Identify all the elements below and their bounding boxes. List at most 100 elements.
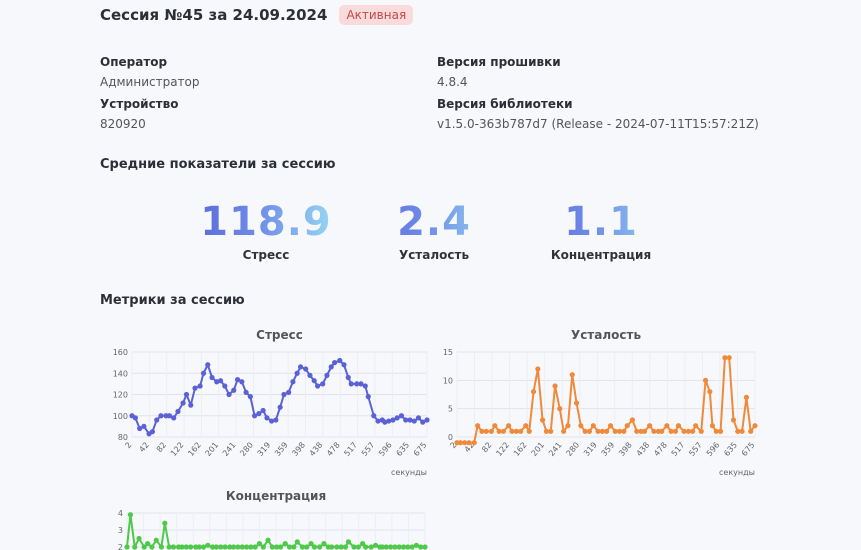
operator-label: Оператор — [100, 55, 168, 69]
data-point — [735, 428, 741, 434]
data-point — [282, 541, 288, 547]
device-info: Устройство 820920 — [100, 97, 178, 131]
data-point — [685, 428, 691, 434]
data-point — [722, 355, 728, 361]
data-point — [145, 541, 151, 547]
data-point — [590, 423, 596, 429]
data-point — [726, 355, 732, 361]
data-point — [248, 544, 254, 550]
data-point — [260, 544, 266, 550]
data-point — [569, 372, 575, 378]
data-point — [162, 520, 168, 526]
data-point — [166, 544, 172, 550]
data-point — [565, 423, 571, 429]
x-tick-label: 162 — [186, 441, 203, 458]
data-point — [294, 370, 300, 376]
x-tick-label: 438 — [635, 441, 652, 458]
data-point — [239, 544, 245, 550]
page-title: Сессия №45 за 24.09.2024 — [100, 6, 328, 24]
data-point — [180, 400, 186, 406]
data-point — [717, 428, 724, 434]
y-tick-label: 80 — [118, 433, 128, 442]
average-stress-value: 118.9 — [186, 198, 346, 246]
x-tick-label: 596 — [705, 441, 722, 458]
y-tick-label: 0 — [448, 433, 453, 442]
data-point — [277, 544, 284, 550]
data-point — [506, 423, 512, 429]
chart-title: Стресс — [256, 328, 303, 342]
y-tick-label: 100 — [113, 412, 128, 421]
data-point — [260, 407, 266, 414]
data-point — [386, 418, 392, 424]
y-tick-label: 10 — [443, 376, 453, 385]
x-axis-label: секунды — [391, 468, 427, 477]
data-point — [595, 428, 601, 434]
x-tick-label: 201 — [204, 441, 221, 458]
average-fatigue: 2.4 Усталость — [354, 198, 514, 262]
data-point — [403, 417, 409, 423]
data-point — [354, 381, 360, 387]
data-point — [334, 544, 340, 550]
data-point — [304, 544, 310, 550]
data-point — [748, 428, 754, 434]
data-point — [365, 394, 371, 400]
data-point — [166, 413, 173, 419]
data-point — [526, 428, 532, 434]
x-tick-label: 2 — [448, 441, 458, 451]
average-concentration: 1.1 Концентрация — [521, 198, 681, 262]
data-point — [175, 408, 181, 415]
data-point — [668, 428, 674, 434]
x-tick-label: 635 — [722, 441, 739, 458]
x-axis-label: секунды — [719, 468, 755, 477]
data-point — [420, 419, 426, 425]
data-point — [136, 535, 142, 542]
data-point — [329, 544, 335, 550]
x-tick-label: 517 — [342, 441, 359, 458]
data-point — [200, 544, 207, 550]
data-point — [132, 415, 139, 421]
data-point — [154, 417, 160, 423]
data-point — [730, 417, 737, 423]
y-tick-label: 2 — [118, 543, 123, 550]
library-value: v1.5.0-363b787d7 (Release - 2024-07-11T1… — [437, 117, 759, 131]
data-point — [379, 544, 386, 550]
y-tick-label: 120 — [113, 391, 128, 400]
average-concentration-label: Концентрация — [550, 248, 652, 262]
x-tick-label: 557 — [687, 441, 704, 458]
x-tick-label: 82 — [480, 441, 493, 455]
data-point — [586, 428, 593, 434]
metrics-heading: Метрики за сессию — [100, 293, 245, 308]
data-point — [243, 389, 249, 395]
data-point — [251, 413, 258, 419]
y-tick-label: 15 — [443, 348, 453, 357]
device-value: 820920 — [100, 117, 146, 131]
data-point — [213, 544, 220, 550]
x-tick-label: 398 — [290, 441, 307, 458]
x-tick-label: 635 — [394, 441, 411, 458]
data-point — [543, 428, 550, 434]
data-point — [629, 417, 636, 423]
y-tick-label: 3 — [118, 526, 123, 535]
y-tick-label: 140 — [113, 369, 128, 378]
data-point — [394, 415, 400, 421]
data-point — [277, 404, 283, 410]
data-point — [624, 423, 630, 429]
data-point — [217, 378, 224, 384]
data-point — [141, 423, 147, 429]
data-point — [573, 400, 580, 406]
data-point — [462, 440, 468, 446]
data-point — [235, 544, 241, 550]
data-point — [475, 423, 481, 429]
data-point — [405, 544, 411, 550]
data-point — [363, 544, 369, 550]
x-tick-label: 280 — [238, 441, 255, 458]
data-point — [396, 544, 402, 550]
data-point — [383, 544, 389, 550]
data-point — [179, 544, 185, 550]
data-point — [518, 428, 524, 434]
x-tick-label: 557 — [360, 441, 377, 458]
data-point — [127, 512, 134, 518]
data-point — [368, 544, 374, 550]
data-point — [264, 415, 270, 421]
